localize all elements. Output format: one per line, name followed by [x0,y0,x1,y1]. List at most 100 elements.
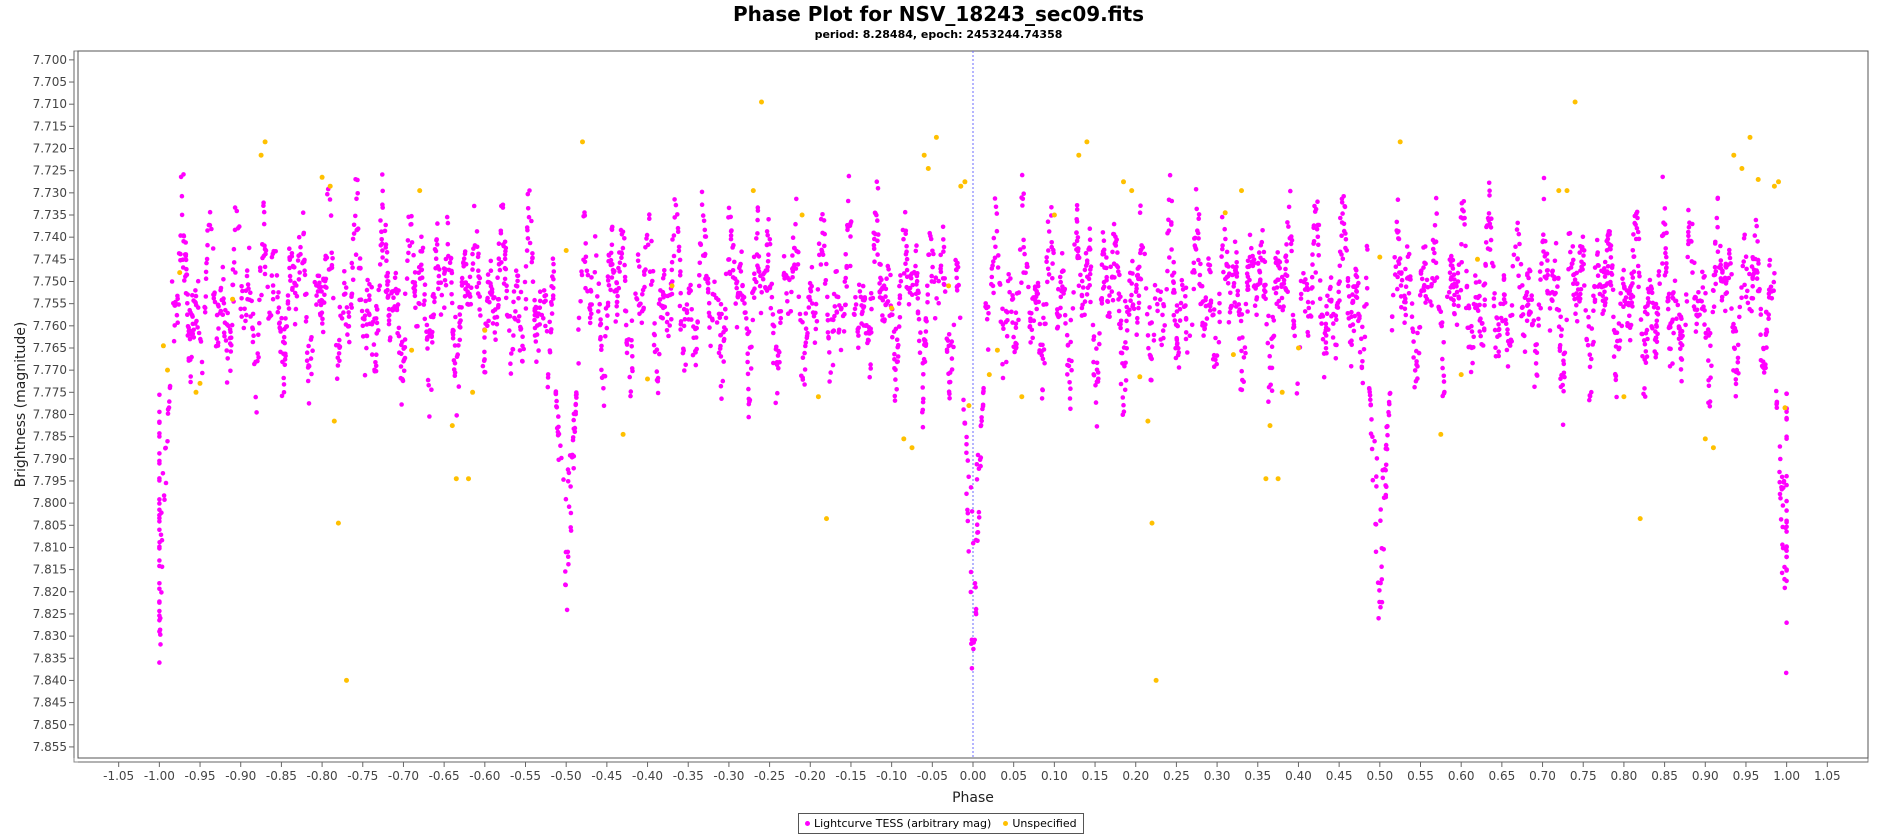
lightcurve-point [474,229,480,234]
lightcurve-point [421,302,427,307]
lightcurve-point [1045,279,1050,285]
lightcurve-point [1107,293,1112,298]
lightcurve-point [669,259,675,265]
unspecified-point [1076,152,1082,158]
lightcurve-point [993,204,999,210]
lightcurve-point [1245,309,1250,314]
lightcurve-point [1432,223,1438,228]
lightcurve-point [719,311,724,317]
lightcurve-point [1383,462,1389,468]
lightcurve-point [502,252,508,257]
lightcurve-point [432,299,437,305]
lightcurve-point [188,379,193,385]
lightcurve-point [1451,302,1457,308]
lightcurve-point [1238,318,1244,324]
lightcurve-point [771,360,776,366]
lightcurve-point [549,284,554,289]
lightcurve-point [386,313,392,319]
lightcurve-point [554,405,560,410]
lightcurve-point [796,294,802,300]
lightcurve-point [300,210,306,215]
lightcurve-point [896,342,901,348]
lightcurve-point [1217,291,1222,297]
y-tick-label: 7.790 [33,452,67,466]
lightcurve-point [568,484,573,489]
lightcurve-point [384,258,389,264]
lightcurve-point [1660,233,1666,238]
lightcurve-point [508,371,514,376]
lightcurve-point [1246,264,1252,270]
y-tick-label: 7.780 [33,407,67,421]
lightcurve-point [974,477,980,482]
lightcurve-point [1106,285,1112,290]
lightcurve-point [1176,350,1182,355]
lightcurve-point [751,295,757,301]
lightcurve-point [617,260,623,266]
lightcurve-point [301,231,306,237]
lightcurve-point [402,337,408,342]
lightcurve-point [1558,333,1564,339]
lightcurve-point [1465,325,1470,331]
lightcurve-point [622,274,628,280]
lightcurve-point [875,186,881,191]
lightcurve-point [1242,345,1248,350]
lightcurve-point [1261,249,1267,255]
lightcurve-point [1671,330,1676,336]
lightcurve-point [1223,236,1228,242]
lightcurve-point [1404,244,1410,249]
lightcurve-point [1333,356,1339,361]
lightcurve-point [651,331,657,337]
lightcurve-point [1646,300,1651,306]
lightcurve-point [832,304,838,309]
lightcurve-point [1612,330,1618,336]
lightcurve-point [1234,264,1239,270]
lightcurve-point [362,372,368,378]
lightcurve-point [1121,409,1127,415]
lightcurve-point [489,286,495,292]
lightcurve-point [920,407,926,413]
lightcurve-point [721,338,727,344]
lightcurve-point [385,279,391,284]
lightcurve-point [198,336,203,342]
lightcurve-point [441,266,447,271]
lightcurve-point [641,305,646,311]
lightcurve-point [1545,258,1550,263]
lightcurve-point [188,357,193,363]
lightcurve-point [204,256,210,262]
lightcurve-point [588,289,594,294]
lightcurve-point [322,292,327,298]
lightcurve-point [735,294,741,300]
x-tick-label: -0.15 [835,769,866,783]
lightcurve-point [1595,273,1601,279]
x-tick-label: -0.80 [307,769,338,783]
lightcurve-point [946,332,952,337]
lightcurve-point [1715,249,1721,254]
lightcurve-point [157,519,162,524]
lightcurve-point [393,270,399,276]
lightcurve-point [609,226,615,231]
lightcurve-point [1452,292,1457,298]
lightcurve-point [604,325,610,331]
lightcurve-point [1471,301,1477,307]
lightcurve-point [1645,336,1650,342]
x-axis-label: Phase [952,790,994,806]
x-tick-label: 0.45 [1326,769,1353,783]
lightcurve-point [353,213,358,219]
lightcurve-point [1712,264,1718,270]
lightcurve-point [1009,309,1014,315]
lightcurve-point [167,385,173,391]
x-tick-label: 0.65 [1489,769,1516,783]
lightcurve-point [1583,308,1588,313]
lightcurve-point [1151,332,1157,338]
lightcurve-point [1727,251,1732,256]
lightcurve-point [748,366,754,371]
lightcurve-point [1068,406,1073,412]
lightcurve-point [1364,243,1370,249]
lightcurve-point [727,271,733,277]
lightcurve-point [1035,280,1041,286]
lightcurve-point [1372,438,1377,444]
lightcurve-point [1137,210,1143,215]
lightcurve-point [938,252,943,258]
lightcurve-point [1129,292,1134,298]
lightcurve-point [1225,281,1231,286]
